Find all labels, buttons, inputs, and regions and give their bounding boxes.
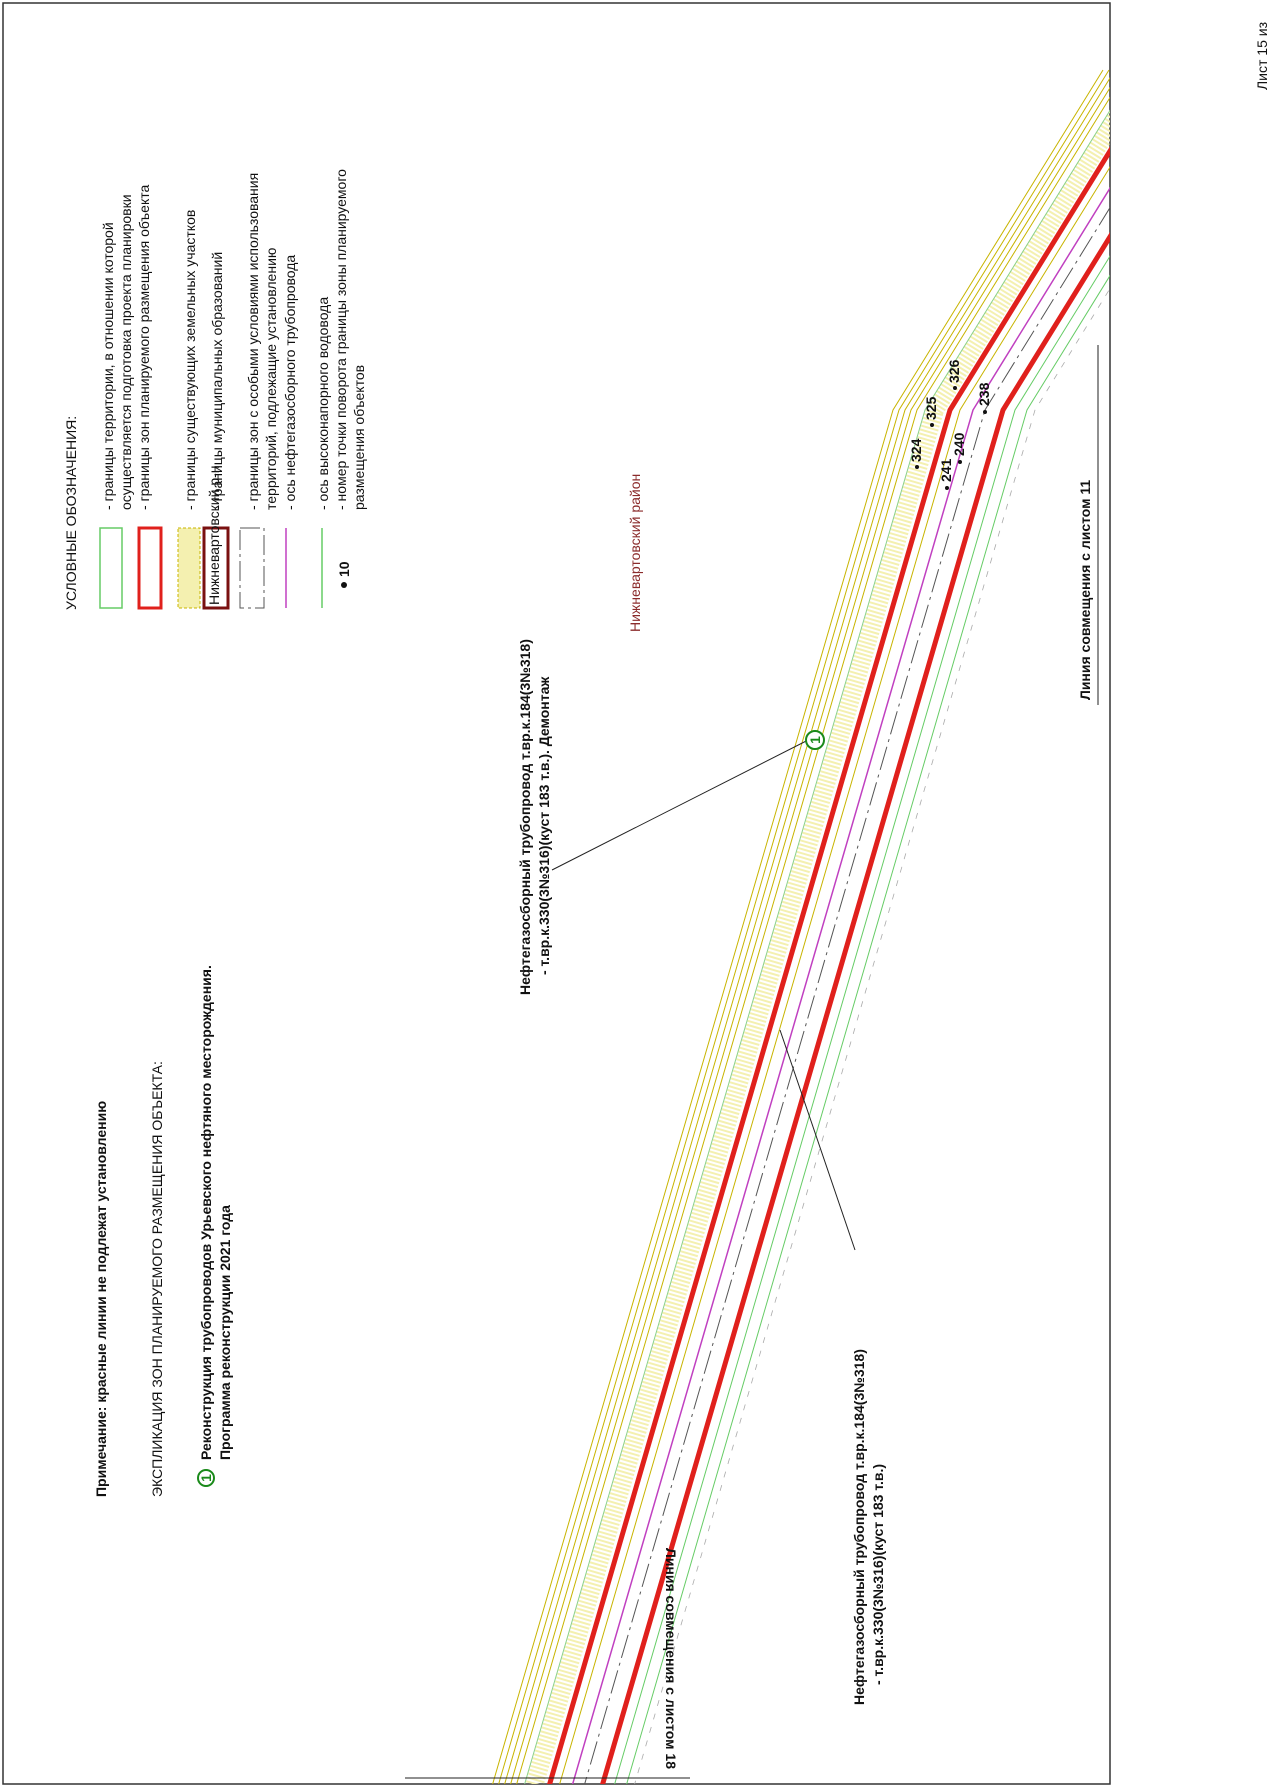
legend-item: - ось нефтегазосборного трубопровода (282, 255, 298, 510)
point-label: 325 (923, 396, 939, 420)
legend-item: территорий, подлежащие установлению (263, 248, 279, 510)
point-label: 238 (976, 382, 992, 406)
point-label: 324 (908, 438, 924, 462)
legend-symbol-label: Нижневартовский р-н (206, 465, 222, 605)
legend-item: размещения объектов (351, 365, 367, 510)
frame (2, 2, 1111, 1785)
point-label: 241 (938, 458, 954, 482)
callout: - т.вр.к.330(3№316)(куст 183 т.в.). Демо… (536, 676, 552, 975)
legend-item: - границы зон планируемого размещения об… (136, 185, 152, 510)
match-line-label: Линия совмещения с листом 18 (663, 1548, 679, 1769)
legend-item: - границы территории, в отношении которо… (100, 222, 116, 510)
leader-line (551, 734, 819, 871)
legend-item: - границы существующих земельных участко… (182, 210, 198, 510)
map-zone-number: 1 (807, 736, 823, 744)
zone-number: 1 (198, 1474, 214, 1482)
legend-point-example: 10 (336, 561, 352, 577)
explication-item: Реконструкция трубопроводов Урьевского н… (198, 965, 214, 1460)
legend-item: - границы муниципальных образований (209, 252, 225, 510)
point-label: 326 (946, 359, 962, 383)
leader-line (779, 1029, 856, 1251)
legend-title: УСЛОВНЫЕ ОБОЗНАЧЕНИЯ: (63, 416, 79, 610)
explication-item: Программа реконструкции 2021 года (217, 1205, 233, 1460)
legend-item: осуществляется подготовка проекта планир… (118, 194, 134, 510)
district-label: Нижневартовский район (627, 474, 643, 632)
callout: Нефтегазосборный трубопровод т.вр.к.184(… (517, 639, 533, 995)
callout: - т.вр.к.330(3№316)(куст 183 т.в.) (870, 1464, 886, 1685)
legend-item: - границы зон с особыми условиями исполь… (245, 173, 261, 510)
map-zone-marker (805, 730, 825, 750)
legend-symbols (99, 526, 347, 610)
turning-points: 324 325 326 241 240 238 (908, 359, 992, 490)
match-line-label: Линия совмещения с листом 11 (1077, 480, 1093, 700)
legend-item: - ось высоконапорного водовода (315, 297, 331, 510)
note: Примечание: красные линии не подлежат ус… (93, 1101, 109, 1497)
explication-title: ЭКСПЛИКАЦИЯ ЗОН ПЛАНИРУЕМОГО РАЗМЕЩЕНИЯ … (149, 1061, 165, 1497)
zone-marker (197, 1469, 215, 1487)
callout: Нефтегазосборный трубопровод т.вр.к.184(… (851, 1349, 867, 1705)
legend-item: - номер точки поворота границы зоны план… (333, 169, 349, 510)
sheet-label: Лист 15 из (1254, 22, 1270, 90)
point-label: 240 (951, 432, 967, 456)
